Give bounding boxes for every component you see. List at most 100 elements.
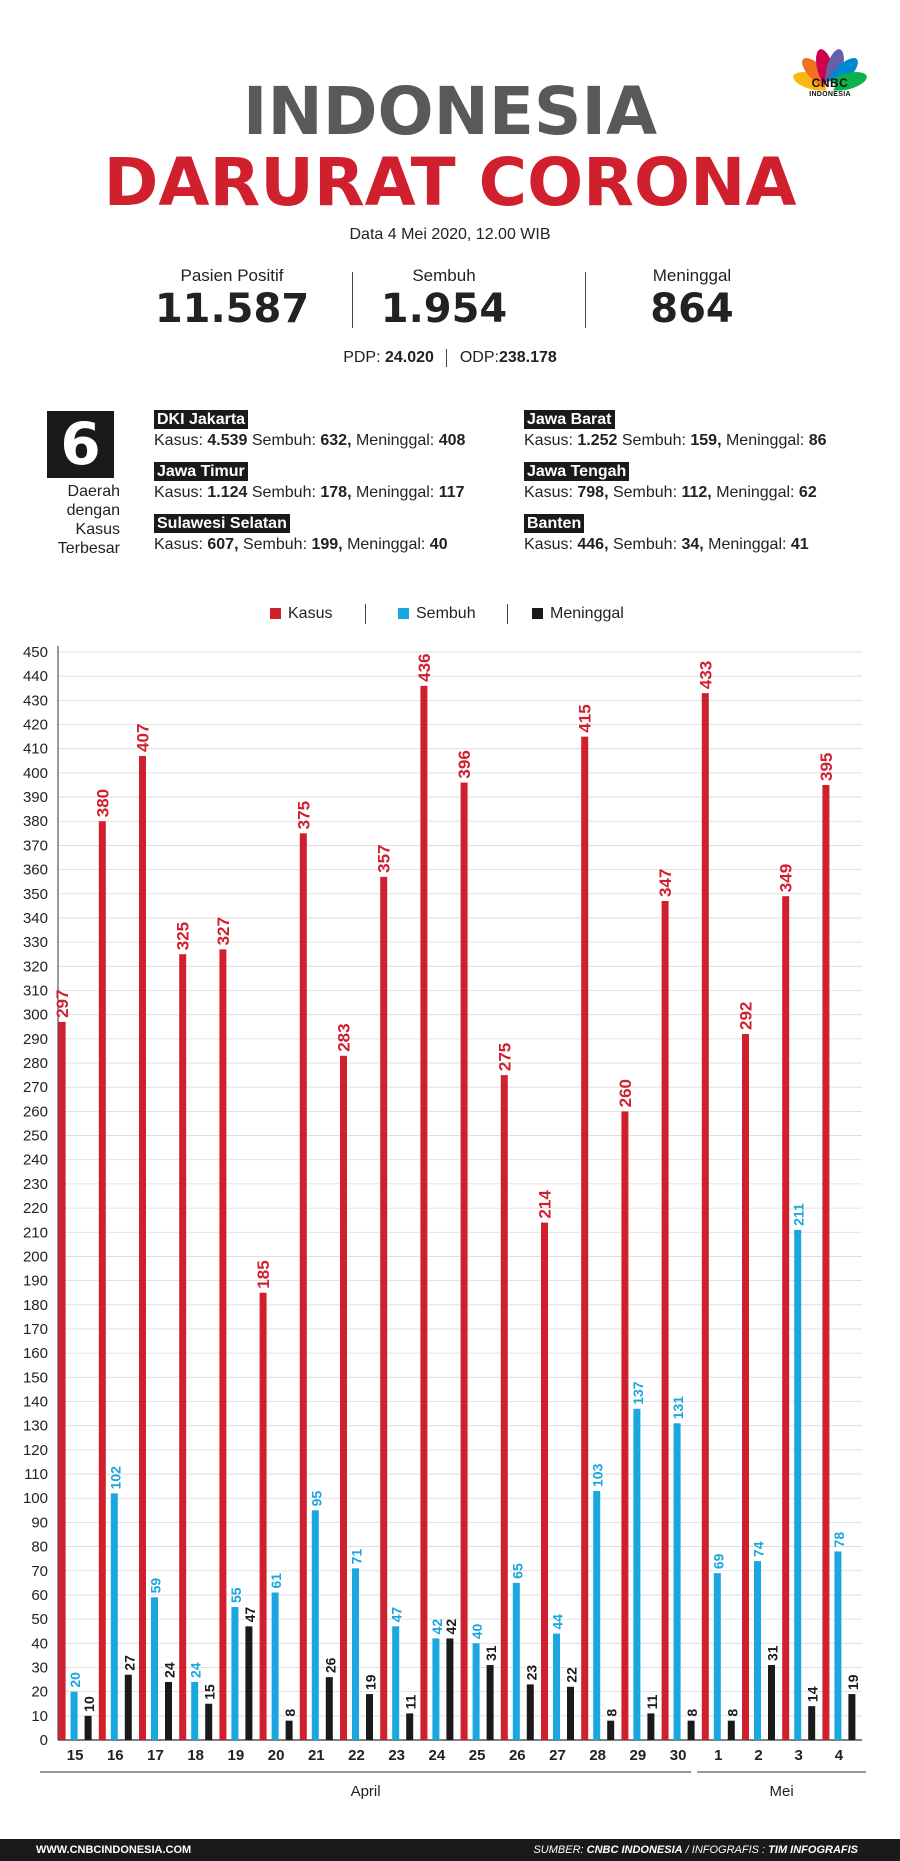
y-tick-label: 80 (31, 1539, 48, 1556)
region-kasus-label: Kasus: (524, 432, 573, 449)
bar-sembuh (70, 1691, 78, 1740)
odp-value: 238.178 (498, 349, 557, 367)
data-label-meninggal: 23 (523, 1665, 539, 1681)
region-stats: Kasus: 1.252 Sembuh: 159, Meninggal: 86 (524, 431, 827, 451)
bar-meninggal (84, 1715, 92, 1740)
bar-meninggal (205, 1703, 213, 1740)
footer-infographic-value: TIM INFOGRAFIS (768, 1844, 858, 1856)
data-label-meninggal: 8 (282, 1709, 298, 1717)
y-tick-label: 430 (23, 692, 48, 709)
legend-item-sembuh: Sembuh (398, 604, 476, 624)
region-meninggal-label: Meninggal: (708, 536, 787, 553)
bar-kasus (581, 736, 589, 1740)
y-tick-label: 410 (23, 741, 48, 758)
y-tick-label: 330 (23, 934, 48, 951)
region-sembuh-value: 178, (320, 484, 352, 501)
data-label-kasus: 436 (415, 653, 434, 681)
data-label-kasus: 349 (777, 864, 796, 892)
stat-positive: Pasien Positif 11.587 (122, 266, 342, 332)
data-label-kasus: 357 (375, 844, 394, 872)
bar-sembuh (271, 1592, 279, 1740)
region-kasus-label: Kasus: (524, 484, 573, 501)
data-label-sembuh: 95 (308, 1491, 324, 1507)
data-label-sembuh: 55 (228, 1587, 244, 1603)
region-sembuh-value: 112, (681, 484, 712, 501)
y-tick-label: 20 (31, 1684, 48, 1701)
data-label-kasus: 396 (455, 750, 474, 778)
bar-kasus (822, 784, 830, 1740)
bar-sembuh (834, 1551, 842, 1740)
caption-line: Terbesar (57, 540, 120, 557)
y-tick-label: 120 (23, 1442, 48, 1459)
bar-meninggal (848, 1694, 856, 1740)
x-tick-label: 30 (670, 1747, 687, 1764)
data-label-kasus: 415 (576, 704, 595, 732)
data-label-meninggal: 11 (644, 1694, 660, 1709)
data-label-sembuh: 78 (831, 1532, 847, 1548)
y-tick-label: 450 (23, 644, 48, 661)
bar-sembuh (553, 1633, 560, 1740)
y-tick-label: 140 (23, 1394, 48, 1411)
region-kasus-value: 1.252 (577, 432, 618, 449)
region-name: Banten (524, 514, 585, 533)
cnbc-peacock-logo (793, 49, 867, 91)
stat-recovered-value: 1.954 (380, 286, 508, 332)
data-label-sembuh: 103 (590, 1463, 606, 1487)
y-tick-label: 250 (23, 1128, 48, 1145)
bar-meninggal (366, 1694, 373, 1740)
bar-kasus (380, 876, 388, 1740)
region-sembuh-label: Sembuh: (621, 432, 686, 449)
region-sembuh-label: Sembuh: (612, 484, 678, 501)
bar-meninggal (165, 1681, 172, 1740)
region-item: Sulawesi Selatan Kasus: 607, Sembuh: 199,… (154, 514, 448, 555)
data-label-kasus: 292 (737, 1002, 756, 1030)
y-tick-label: 70 (31, 1563, 48, 1580)
x-tick-label: 22 (348, 1747, 365, 1764)
y-tick-label: 180 (23, 1297, 48, 1314)
stat-recovered: Sembuh 1.954 (334, 266, 554, 332)
data-label-meninggal: 22 (564, 1667, 580, 1683)
y-tick-label: 440 (23, 668, 48, 685)
region-meninggal-label: Meninggal: (725, 432, 805, 449)
bar-meninggal (567, 1686, 574, 1740)
bar-meninggal (727, 1720, 735, 1740)
region-name: DKI Jakarta (154, 410, 249, 429)
region-meninggal-value: 62 (798, 484, 817, 501)
region-sembuh-value: 632, (320, 432, 352, 449)
region-kasus-value: 798, (577, 484, 609, 501)
footer-website: WWW.CNBCINDONESIA.COM (36, 1844, 192, 1856)
data-label-meninggal: 11 (403, 1694, 419, 1709)
region-item: Jawa Timur Kasus: 1.124 Sembuh: 178, Meni… (154, 462, 465, 503)
data-label-sembuh: 102 (107, 1466, 123, 1490)
regions-count-badge: 6 (47, 411, 114, 478)
bar-meninggal (124, 1674, 132, 1740)
bar-kasus (139, 755, 146, 1740)
region-meninggal-value: 408 (438, 432, 466, 449)
bar-meninggal (285, 1720, 293, 1740)
data-label-meninggal: 8 (724, 1709, 740, 1717)
data-label-kasus: 380 (93, 789, 112, 817)
region-kasus-label: Kasus: (154, 536, 203, 553)
logo-sub: INDONESIA (809, 91, 851, 98)
data-label-meninggal: 26 (322, 1657, 338, 1673)
region-item: DKI Jakarta Kasus: 4.539 Sembuh: 632, Men… (154, 410, 465, 451)
caption-line: Daerah (67, 483, 120, 500)
bar-sembuh (352, 1568, 359, 1740)
y-tick-label: 130 (23, 1418, 48, 1435)
x-tick-label: 3 (795, 1747, 803, 1764)
data-label-meninggal: 19 (845, 1674, 861, 1690)
data-label-kasus: 347 (656, 869, 675, 897)
y-tick-label: 240 (23, 1152, 48, 1169)
data-label-sembuh: 40 (469, 1624, 485, 1640)
y-tick-label: 350 (23, 886, 48, 903)
x-tick-label: 25 (469, 1747, 486, 1764)
data-label-kasus: 407 (134, 724, 153, 752)
bar-sembuh (432, 1638, 440, 1740)
region-kasus-value: 4.539 (207, 432, 248, 449)
y-tick-label: 360 (23, 862, 48, 879)
x-tick-label: 23 (388, 1747, 405, 1764)
data-label-meninggal: 27 (121, 1655, 137, 1671)
bar-sembuh (794, 1229, 802, 1740)
bar-kasus (179, 954, 187, 1740)
bar-kasus (98, 821, 106, 1740)
